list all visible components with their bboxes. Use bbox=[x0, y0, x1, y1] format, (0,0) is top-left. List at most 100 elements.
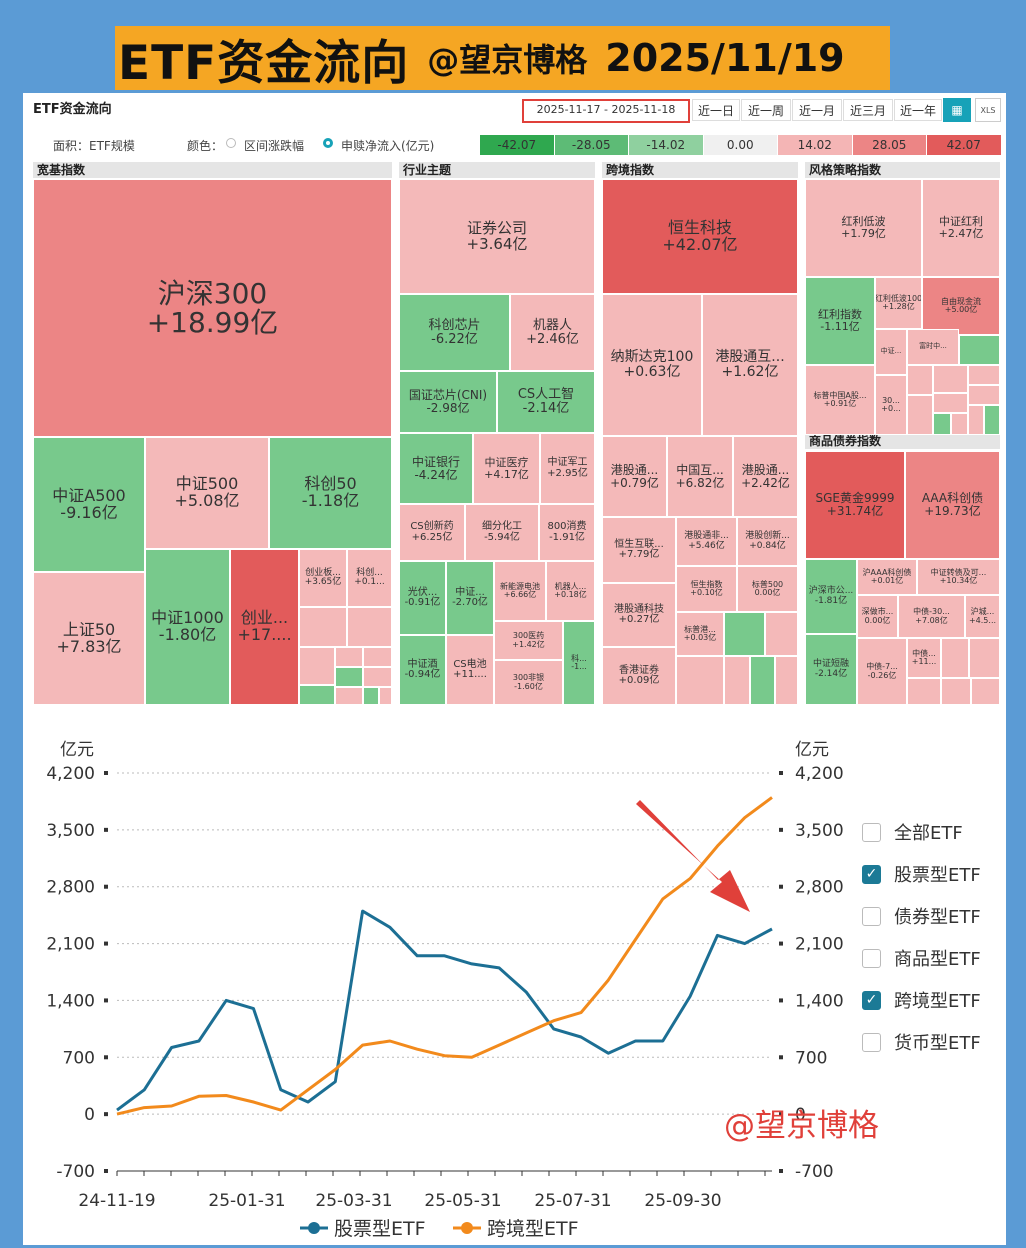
checkbox-unchecked-icon[interactable] bbox=[862, 1032, 881, 1052]
checkbox-unchecked-icon[interactable] bbox=[862, 822, 881, 842]
treemap-tile[interactable]: 科创芯片 -6.22亿 bbox=[399, 294, 510, 371]
treemap-tile[interactable]: 创业板... +3.65亿 bbox=[299, 549, 347, 607]
treemap-tile[interactable]: 中证... -2.70亿 bbox=[446, 561, 494, 635]
treemap-tile[interactable]: 港股通互... +1.62亿 bbox=[702, 294, 798, 436]
treemap-tile[interactable]: 中证1000 -1.80亿 bbox=[145, 549, 230, 705]
treemap-tile[interactable]: 中债... +11... bbox=[907, 638, 941, 678]
treemap-tile[interactable] bbox=[941, 678, 971, 705]
checkbox-checked-icon[interactable]: ✓ bbox=[862, 990, 881, 1010]
treemap-tile[interactable] bbox=[907, 678, 941, 705]
treemap-tile[interactable]: 恒生互联... +7.79亿 bbox=[602, 517, 676, 583]
treemap-tile[interactable] bbox=[363, 667, 392, 687]
legend-series-label[interactable]: 跨境型ETF bbox=[487, 1218, 579, 1240]
treemap-tile[interactable]: 创业... +17.... bbox=[230, 549, 299, 705]
treemap-tile[interactable] bbox=[299, 685, 335, 705]
treemap-tile[interactable] bbox=[299, 647, 335, 685]
treemap-tile[interactable]: 科创50 -1.18亿 bbox=[269, 437, 392, 549]
treemap-tile[interactable]: 30... +0... bbox=[875, 375, 907, 435]
treemap-tile[interactable] bbox=[907, 365, 933, 395]
treemap-tile[interactable]: 国证芯片(CNI) -2.98亿 bbox=[399, 371, 497, 433]
treemap-tile[interactable] bbox=[765, 612, 798, 656]
treemap-tile[interactable]: 中国互... +6.82亿 bbox=[667, 436, 733, 517]
treemap-tile[interactable]: 中证短融 -2.14亿 bbox=[805, 634, 857, 705]
treemap-tile[interactable]: 证券公司 +3.64亿 bbox=[399, 179, 595, 294]
treemap-tile[interactable]: 标普500 0.00亿 bbox=[737, 566, 798, 612]
treemap-tile[interactable]: 港股通科技 +0.27亿 bbox=[602, 583, 676, 647]
treemap-tile[interactable]: 中证500 +5.08亿 bbox=[145, 437, 269, 549]
treemap-tile[interactable]: 沪深300 +18.99亿 bbox=[33, 179, 392, 437]
treemap-tile[interactable] bbox=[347, 607, 392, 647]
treemap-tile[interactable] bbox=[750, 656, 775, 705]
series-filter-item[interactable]: 债券型ETF bbox=[862, 903, 981, 929]
treemap-tile[interactable] bbox=[299, 607, 347, 647]
treemap-tile[interactable]: 光伏... -0.91亿 bbox=[399, 561, 446, 635]
treemap-tile[interactable] bbox=[363, 647, 392, 667]
treemap-tile[interactable] bbox=[959, 335, 1000, 365]
treemap-tile[interactable] bbox=[676, 656, 724, 705]
treemap-tile[interactable]: CS人工智 -2.14亿 bbox=[497, 371, 595, 433]
treemap-tile[interactable]: 港股通非... +5.46亿 bbox=[676, 517, 737, 566]
treemap-tile[interactable]: 中证军工 +2.95亿 bbox=[540, 433, 595, 504]
treemap-tile[interactable]: 中证红利 +2.47亿 bbox=[922, 179, 1000, 277]
treemap-tile[interactable]: 港股创新... +0.84亿 bbox=[737, 517, 798, 566]
treemap-tile[interactable]: 机器人... +0.18亿 bbox=[546, 561, 595, 621]
treemap-tile[interactable] bbox=[335, 667, 363, 687]
treemap-tile[interactable] bbox=[335, 647, 363, 667]
treemap-tile[interactable]: 细分化工 -5.94亿 bbox=[465, 504, 539, 561]
treemap-tile[interactable]: 中债-7... -0.26亿 bbox=[857, 638, 907, 705]
treemap-tile[interactable] bbox=[968, 405, 984, 435]
treemap-tile[interactable] bbox=[379, 687, 392, 705]
treemap-tile[interactable]: 中证银行 -4.24亿 bbox=[399, 433, 473, 504]
date-range-picker[interactable]: 2025-11-17 - 2025-11-18 bbox=[522, 99, 690, 123]
checkbox-unchecked-icon[interactable] bbox=[862, 948, 881, 968]
calendar-icon[interactable]: ▦ bbox=[943, 98, 971, 122]
treemap-tile[interactable]: 沪城... +4.5... bbox=[965, 595, 1000, 638]
treemap-tile[interactable] bbox=[933, 413, 951, 435]
treemap-tile[interactable]: 富时中... bbox=[907, 329, 959, 365]
treemap-tile[interactable] bbox=[969, 638, 1000, 678]
period-1y-button[interactable]: 近一年 bbox=[894, 99, 942, 121]
treemap-tile[interactable]: 中证... bbox=[875, 329, 907, 375]
treemap-tile[interactable] bbox=[724, 656, 750, 705]
treemap-tile[interactable]: 纳斯达克100 +0.63亿 bbox=[602, 294, 702, 436]
treemap-tile[interactable]: 恒生科技 +42.07亿 bbox=[602, 179, 798, 294]
treemap-tile[interactable]: AAA科创债 +19.73亿 bbox=[905, 451, 1000, 559]
treemap-tile[interactable] bbox=[724, 612, 765, 656]
legend-series-label[interactable]: 股票型ETF bbox=[334, 1218, 426, 1240]
treemap-tile[interactable]: 中证酒 -0.94亿 bbox=[399, 635, 446, 705]
treemap-tile[interactable]: 红利指数 -1.11亿 bbox=[805, 277, 875, 365]
treemap-tile[interactable]: 中证转债及可... +10.34亿 bbox=[917, 559, 1000, 595]
radio-change[interactable] bbox=[226, 138, 236, 148]
treemap-tile[interactable]: 沪深市公... -1.81亿 bbox=[805, 559, 857, 634]
treemap-tile[interactable]: 港股通... +2.42亿 bbox=[733, 436, 798, 517]
treemap-tile[interactable]: 科... -1... bbox=[563, 621, 595, 705]
treemap-tile[interactable]: 300非银 -1.60亿 bbox=[494, 660, 563, 705]
treemap-tile[interactable]: 800消费 -1.91亿 bbox=[539, 504, 595, 561]
treemap-tile[interactable]: 恒生指数 +0.10亿 bbox=[676, 566, 737, 612]
series-filter-item[interactable]: 全部ETF bbox=[862, 819, 963, 845]
treemap-tile[interactable]: 香港证券 +0.09亿 bbox=[602, 647, 676, 705]
treemap-tile[interactable]: 沪AAA科创债 +0.01亿 bbox=[857, 559, 917, 595]
treemap-tile[interactable]: CS电池 +11.... bbox=[446, 635, 494, 705]
treemap-tile[interactable] bbox=[968, 365, 1000, 385]
treemap-tile[interactable] bbox=[968, 385, 1000, 405]
treemap-tile[interactable]: 300医药 +1.42亿 bbox=[494, 621, 563, 660]
treemap-tile[interactable] bbox=[941, 638, 969, 678]
treemap-tile[interactable]: 自由现金流 +5.00亿 bbox=[922, 277, 1000, 335]
treemap-tile[interactable]: 新能源电池 +6.66亿 bbox=[494, 561, 546, 621]
treemap-tile[interactable]: 标普港... +0.03亿 bbox=[676, 612, 724, 656]
treemap-tile[interactable]: 机器人 +2.46亿 bbox=[510, 294, 595, 371]
series-filter-item[interactable]: 货币型ETF bbox=[862, 1029, 981, 1055]
treemap-tile[interactable]: CS创新药 +6.25亿 bbox=[399, 504, 465, 561]
treemap-tile[interactable]: 深做市... 0.00亿 bbox=[857, 595, 898, 638]
treemap-tile[interactable] bbox=[775, 656, 798, 705]
treemap-tile[interactable]: 红利低波 +1.79亿 bbox=[805, 179, 922, 277]
treemap-tile[interactable] bbox=[971, 678, 1000, 705]
radio-netflow[interactable] bbox=[323, 138, 333, 148]
series-filter-item[interactable]: ✓ 股票型ETF bbox=[862, 861, 981, 887]
treemap-tile[interactable]: SGE黄金9999 +31.74亿 bbox=[805, 451, 905, 559]
treemap-tile[interactable] bbox=[933, 365, 968, 393]
treemap-tile[interactable] bbox=[951, 413, 968, 435]
period-1d-button[interactable]: 近一日 bbox=[692, 99, 740, 121]
treemap-tile[interactable]: 中证A500 -9.16亿 bbox=[33, 437, 145, 572]
